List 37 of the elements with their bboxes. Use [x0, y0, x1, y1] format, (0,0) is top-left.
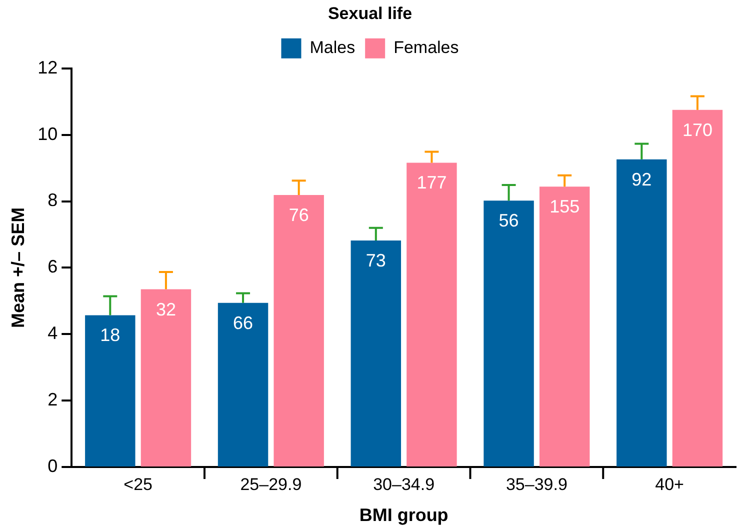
- y-tick-label: 4: [48, 323, 58, 344]
- y-tick-label: 12: [38, 57, 58, 78]
- x-tick-label: 30–34.9: [373, 474, 435, 494]
- annotation: 177: [416, 172, 447, 193]
- annotation: 32: [156, 299, 176, 320]
- legend-label: Females: [394, 38, 459, 58]
- x-tick-label: <25: [124, 474, 152, 494]
- annotation: 92: [632, 169, 652, 190]
- y-tick-label: 0: [48, 456, 58, 476]
- x-tick-label: 40+: [655, 474, 684, 494]
- chart-title: Sexual life: [328, 4, 412, 23]
- annotation: 76: [288, 204, 309, 225]
- annotation: 170: [682, 120, 712, 140]
- bar: [616, 159, 667, 466]
- annotation: 66: [233, 312, 254, 333]
- bar: [274, 194, 324, 466]
- bar: [140, 289, 192, 466]
- annotation: 56: [498, 210, 519, 231]
- y-tick-label: 10: [38, 124, 58, 144]
- bar: [484, 200, 534, 466]
- y-axis-title: Mean +/– SEM: [8, 207, 28, 328]
- bar: [350, 240, 402, 466]
- x-tick-label: 25–29.9: [240, 474, 302, 494]
- y-tick-label: 8: [48, 190, 58, 210]
- bar: [539, 186, 590, 466]
- annotation: 155: [550, 196, 580, 217]
- x-axis-title: BMI group: [359, 505, 448, 526]
- y-tick-label: 2: [48, 390, 58, 410]
- y-tick-label: 6: [48, 256, 58, 277]
- bar: [85, 315, 136, 466]
- annotation: 73: [366, 250, 386, 270]
- bar: [672, 110, 723, 466]
- x-tick-label: 35–39.9: [506, 474, 568, 494]
- bar: [218, 302, 268, 466]
- legend-label: Males: [310, 38, 356, 58]
- annotation: 18: [100, 325, 120, 346]
- bar: [406, 162, 457, 466]
